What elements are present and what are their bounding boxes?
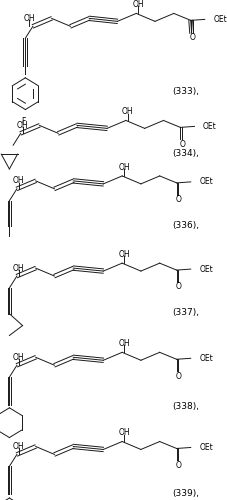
Text: OEt: OEt [213, 15, 227, 24]
Text: (338),: (338), [172, 402, 199, 411]
Text: OEt: OEt [203, 122, 217, 131]
Text: OEt: OEt [199, 264, 213, 274]
Text: (339),: (339), [172, 488, 199, 498]
Text: OH: OH [13, 353, 25, 362]
Text: OH: OH [118, 339, 130, 348]
Text: (334),: (334), [172, 148, 199, 158]
Text: OH: OH [13, 442, 25, 451]
Text: O: O [175, 461, 181, 470]
Text: O: O [179, 140, 185, 148]
Text: OEt: OEt [199, 178, 213, 186]
Text: OH: OH [118, 428, 130, 437]
Text: OH: OH [122, 107, 133, 116]
Text: OH: OH [13, 176, 25, 186]
Text: O: O [175, 372, 181, 380]
Text: OH: OH [13, 264, 25, 272]
Text: (337),: (337), [172, 308, 199, 317]
Text: OH: OH [132, 0, 144, 9]
Text: OH: OH [23, 14, 35, 23]
Text: F: F [21, 117, 26, 126]
Text: OEt: OEt [199, 443, 213, 452]
Text: (336),: (336), [172, 221, 199, 230]
Text: (333),: (333), [172, 87, 199, 96]
Text: O: O [175, 282, 181, 292]
Text: OH: OH [17, 121, 28, 130]
Text: OH: OH [118, 250, 130, 258]
Text: O: O [190, 32, 195, 42]
Text: OH: OH [118, 162, 130, 172]
Text: O: O [175, 195, 181, 204]
Text: OEt: OEt [199, 354, 213, 363]
